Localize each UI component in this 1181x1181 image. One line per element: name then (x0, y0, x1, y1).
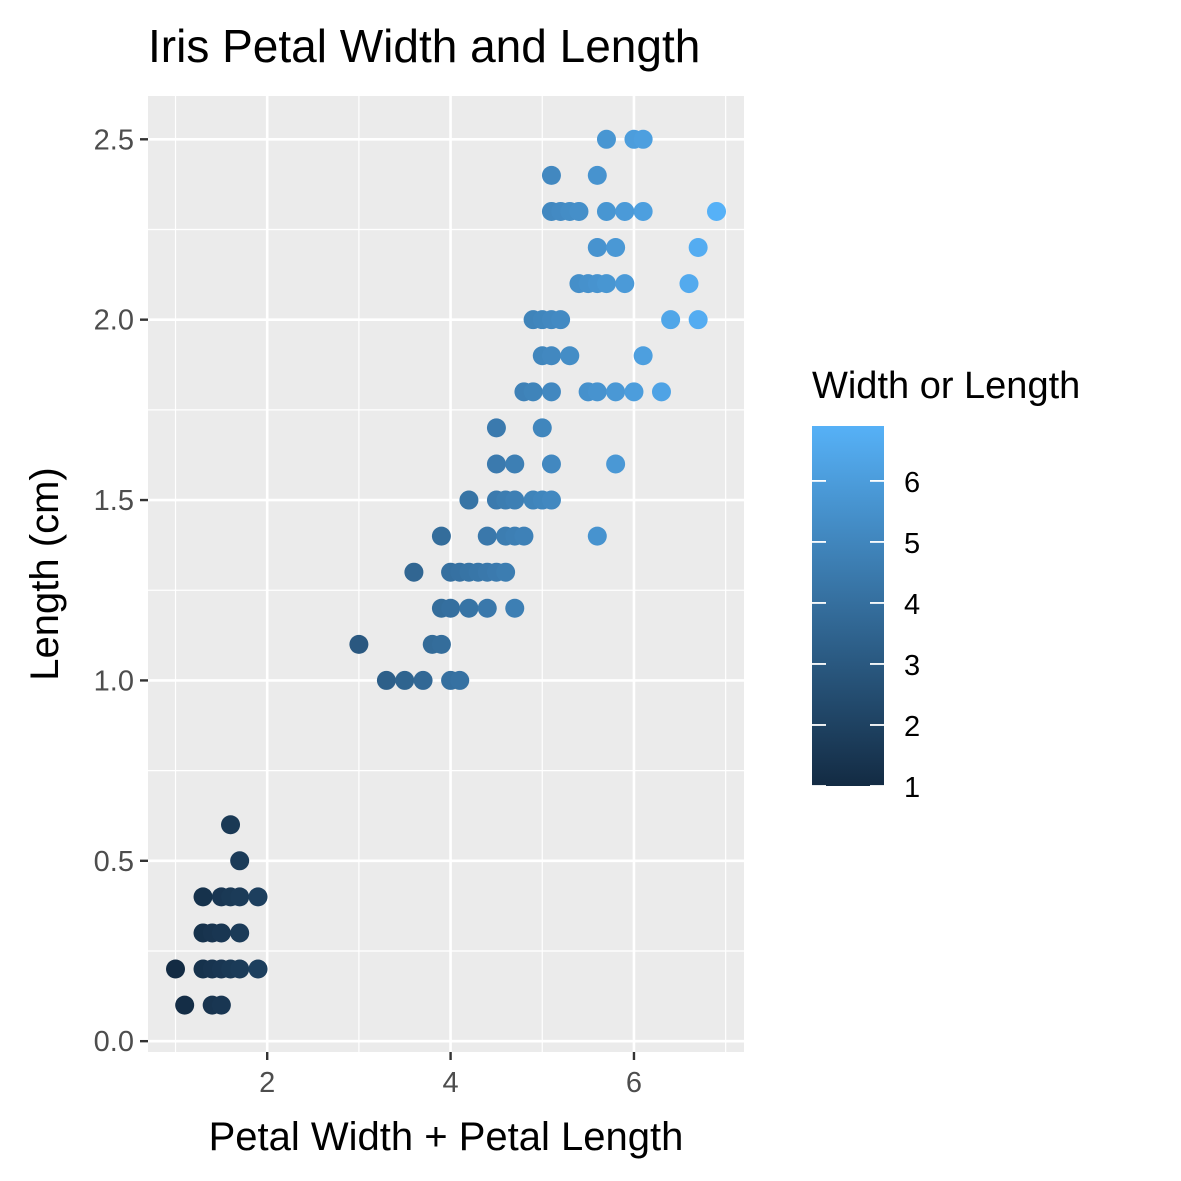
legend-tick-label: 6 (904, 467, 920, 499)
data-point (688, 238, 708, 258)
y-tick-label: 2.5 (94, 124, 134, 156)
data-point (624, 382, 644, 402)
data-point (230, 959, 250, 979)
data-point (541, 490, 561, 510)
data-point (211, 923, 231, 943)
data-point (395, 670, 415, 690)
data-point (431, 526, 451, 546)
x-tick-label: 2 (259, 1067, 275, 1099)
chart-title: Iris Petal Width and Length (148, 20, 700, 72)
data-point (193, 887, 213, 907)
x-tick-label: 6 (626, 1067, 642, 1099)
data-point (413, 670, 433, 690)
data-point (211, 995, 231, 1015)
data-point (166, 959, 186, 979)
data-point (596, 129, 616, 149)
data-points (166, 129, 726, 1015)
data-point (633, 346, 653, 366)
data-point (679, 274, 699, 294)
y-tick-label: 2.0 (94, 305, 134, 337)
data-point (505, 598, 525, 618)
data-point (230, 923, 250, 943)
data-point (569, 201, 589, 221)
data-point (587, 238, 607, 258)
data-point (349, 634, 369, 654)
data-point (221, 815, 241, 835)
data-point (230, 887, 250, 907)
legend-tick-label: 4 (904, 589, 920, 621)
data-point (431, 634, 451, 654)
data-point (175, 995, 195, 1015)
data-point (532, 418, 552, 438)
colorbar (812, 426, 884, 786)
data-point (541, 346, 561, 366)
y-tick-label: 1.5 (94, 485, 134, 517)
data-point (248, 887, 268, 907)
data-point (651, 382, 671, 402)
data-point (541, 165, 561, 185)
x-tick-label: 4 (443, 1067, 459, 1099)
data-point (541, 454, 561, 474)
data-point (505, 454, 525, 474)
data-point (596, 274, 616, 294)
y-axis-title: Length (cm) (23, 467, 67, 680)
color-legend: Width or Length 1 2 3 4 5 6 (812, 365, 1080, 804)
legend-ticks: 1 2 3 4 5 6 (812, 467, 920, 804)
legend-title: Width or Length (812, 365, 1080, 407)
legend-tick-label: 1 (904, 772, 920, 804)
data-point (587, 382, 607, 402)
data-point (606, 382, 626, 402)
data-point (606, 454, 626, 474)
y-axis: 0.0 0.5 1.0 1.5 2.0 2.5 (94, 124, 148, 1058)
data-point (459, 598, 479, 618)
data-point (477, 598, 497, 618)
data-point (477, 526, 497, 546)
data-point (541, 382, 561, 402)
x-axis: 2 4 6 (259, 1052, 642, 1099)
data-point (230, 851, 250, 871)
data-point (248, 959, 268, 979)
data-point (587, 165, 607, 185)
data-point (486, 454, 506, 474)
data-point (661, 310, 681, 330)
data-point (459, 490, 479, 510)
data-point (615, 201, 635, 221)
legend-tick-label: 3 (904, 650, 920, 682)
data-point (633, 129, 653, 149)
data-point (587, 526, 607, 546)
data-point (606, 238, 626, 258)
y-tick-label: 0.0 (94, 1026, 134, 1058)
minor-gridlines (148, 96, 744, 1052)
data-point (496, 562, 516, 582)
data-point (441, 598, 461, 618)
data-point (596, 201, 616, 221)
data-point (523, 382, 543, 402)
data-point (688, 310, 708, 330)
data-point (633, 201, 653, 221)
data-point (376, 670, 396, 690)
data-point (404, 562, 424, 582)
data-point (560, 346, 580, 366)
data-point (615, 274, 635, 294)
legend-tick-label: 2 (904, 711, 920, 743)
data-point (450, 670, 470, 690)
x-axis-title: Petal Width + Petal Length (209, 1115, 684, 1159)
y-tick-label: 1.0 (94, 665, 134, 697)
legend-tick-label: 5 (904, 528, 920, 560)
data-point (706, 201, 726, 221)
y-tick-label: 0.5 (94, 846, 134, 878)
data-point (505, 490, 525, 510)
data-point (486, 418, 506, 438)
data-point (514, 526, 534, 546)
data-point (551, 310, 571, 330)
